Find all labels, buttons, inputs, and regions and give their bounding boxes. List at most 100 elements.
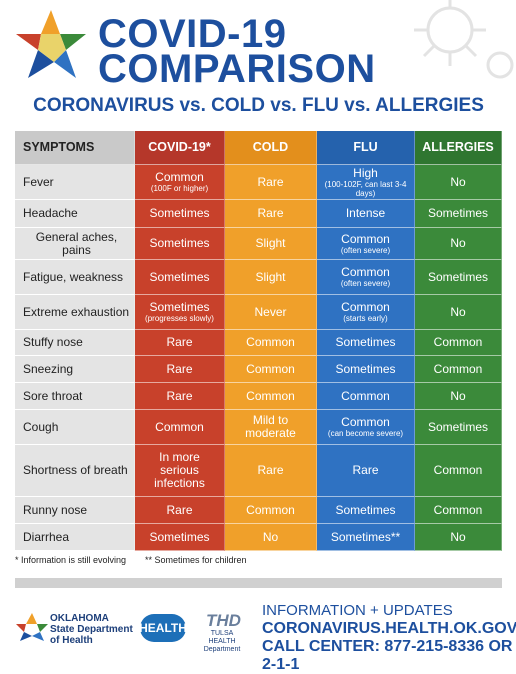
header-text: FLU	[353, 140, 378, 154]
symptom: Runny nose	[23, 502, 88, 517]
cell-text: Sometimes	[149, 236, 210, 250]
symptom-cell: Cough	[15, 410, 135, 445]
org-line: of Health	[50, 635, 93, 646]
cell-text: Rare	[257, 174, 284, 189]
subtitle: CORONAVIRUS vs. COLD vs. FLU vs. ALLERGI…	[33, 95, 484, 116]
header-text: COVID-19*	[148, 140, 211, 154]
cell: Sometimes	[135, 228, 225, 260]
cell-text: Rare	[257, 206, 284, 220]
cell: Rare	[225, 445, 317, 497]
cell-text: In more serious infections	[154, 450, 205, 490]
cell-text: No	[450, 388, 466, 403]
symptom: Sore throat	[23, 388, 83, 403]
symptom: Headache	[23, 206, 78, 220]
thd-name: TULSA HEALTH Department	[198, 630, 246, 654]
title: COVID-19	[98, 12, 287, 56]
symptom-cell: Fever	[15, 165, 135, 200]
footnote: * Information is still evolving	[15, 555, 127, 565]
cell-text: Sometimes	[427, 419, 489, 434]
cell-text: Sometimes	[149, 206, 210, 220]
cell: Sometimes	[317, 330, 415, 356]
org-line: OKLAHOMA	[50, 613, 109, 624]
cell: Sometimes	[135, 524, 225, 551]
cell: Common (100F or higher)	[135, 165, 225, 200]
cell-text: No	[262, 529, 279, 544]
cell: Common	[135, 410, 225, 445]
symptom-cell: Fatigue, weakness	[15, 260, 135, 295]
cell: Never	[225, 295, 317, 330]
cell: Rare	[135, 330, 225, 356]
cell-text: Sometimes**	[330, 529, 401, 544]
cell: Common (starts early)	[317, 295, 415, 330]
symptom: Diarrhea	[23, 529, 70, 544]
cell-text: Common	[433, 463, 483, 477]
cell: Intense	[317, 200, 415, 228]
cell: Common (often severe)	[317, 228, 415, 260]
symptom: Shortness of breath	[23, 463, 128, 477]
thd-logo: THD	[206, 611, 241, 630]
footnote: ** Sometimes for children	[145, 555, 247, 565]
cell-text: Common	[155, 170, 204, 184]
cell-text: Common	[155, 419, 204, 434]
symptom: General aches, pains	[35, 229, 118, 257]
cell: Common	[225, 330, 317, 356]
cell-text: Rare	[166, 361, 193, 376]
symptom: Fatigue, weakness	[23, 269, 124, 284]
info-heading: INFORMATION + UPDATES	[262, 602, 453, 619]
cell-text: Common	[246, 335, 295, 349]
symptom-cell: Sneezing	[15, 356, 135, 383]
cell: Sometimes	[415, 260, 502, 295]
cell: No	[415, 165, 502, 200]
cell-text: Sometimes	[427, 269, 489, 284]
cell-note: (can become severe)	[327, 429, 404, 438]
cell-text: Common	[246, 388, 295, 403]
cell: No	[415, 383, 502, 410]
org-line: TULSA HEALTH	[208, 630, 236, 645]
cell-note: (often severe)	[340, 279, 391, 288]
cell-text: High	[353, 165, 378, 180]
cell-text: Rare	[166, 388, 193, 403]
header-text: ALLERGIES	[422, 140, 494, 154]
cell-text: Common	[341, 300, 390, 314]
cell-text: Slight	[255, 269, 286, 284]
cell: In more serious infections	[135, 445, 225, 497]
osdh-logo	[16, 613, 48, 641]
cell-text: Common	[341, 231, 390, 246]
cell-note: (starts early)	[343, 314, 388, 323]
cell-text: Rare	[257, 463, 284, 477]
cell: No	[415, 524, 502, 551]
cell: Common	[415, 497, 502, 524]
cell: Common	[317, 383, 415, 410]
virus-decoration	[414, 0, 514, 79]
symptom: Sneezing	[23, 361, 74, 376]
cell: No	[225, 524, 317, 551]
cell: Rare	[317, 445, 415, 497]
cell-text: No	[450, 304, 466, 319]
cell-text: Common	[246, 361, 295, 376]
symptom-cell: Sore throat	[15, 383, 135, 410]
cell-note: (100F or higher)	[150, 184, 209, 193]
cell-text: Rare	[166, 335, 193, 349]
cell: Common	[225, 383, 317, 410]
cell-text: Mild to moderate	[245, 413, 296, 440]
divider	[15, 578, 502, 588]
column-header: ALLERGIES	[415, 131, 502, 165]
column-header: COVID-19*	[135, 131, 225, 165]
symptom-cell: Stuffy nose	[15, 330, 135, 356]
cell: No	[415, 228, 502, 260]
header-text: COLD	[252, 140, 289, 154]
org-line: Department	[203, 646, 241, 653]
symptom-cell: Extreme exhaustion	[15, 295, 135, 330]
org-line: State Department	[50, 624, 133, 635]
cell: Common (often severe)	[317, 260, 415, 295]
cell-text: Common	[341, 415, 390, 429]
cell: Slight	[225, 260, 317, 295]
cell: Sometimes (progresses slowly)	[135, 295, 225, 330]
symptom: Extreme exhaustion	[23, 304, 130, 319]
cell-text: Sometimes	[335, 335, 396, 349]
website[interactable]: CORONAVIRUS.HEALTH.OK.GOV	[262, 620, 516, 637]
cell: Sometimes	[415, 410, 502, 445]
symptom-cell: Diarrhea	[15, 524, 135, 551]
cell-text: No	[450, 174, 466, 189]
